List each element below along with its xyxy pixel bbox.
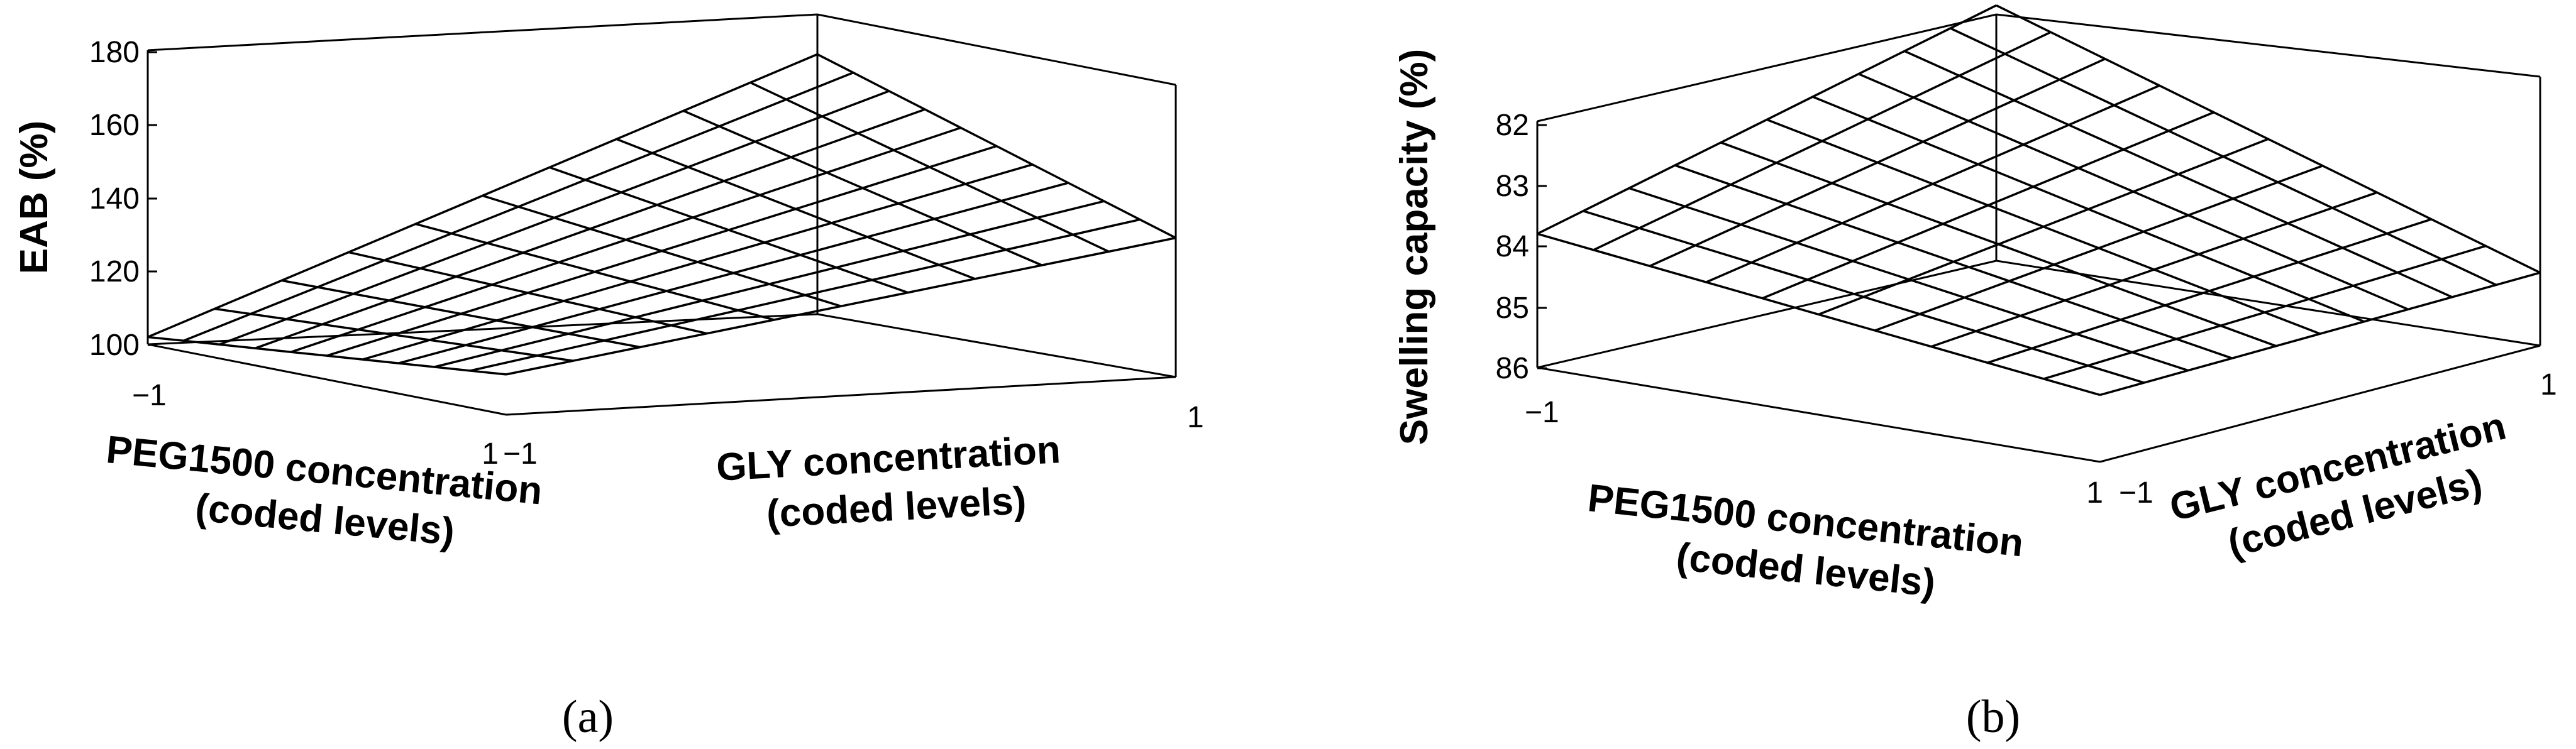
- panel-b-mesh-line-y-10: [2099, 271, 2541, 396]
- svg-text:PEG1500 concentration: PEG1500 concentration (coded levels): [1581, 476, 2037, 615]
- panel-b-z-ticks: 82 83 84 85 86: [1496, 109, 1547, 385]
- panel-a-x-tick-max: 1: [482, 437, 499, 471]
- panel-a-mesh-line-x-6: [549, 166, 909, 294]
- panel-b-mesh-line-y-5: [1818, 138, 2269, 316]
- panel-a-caption: (a): [562, 691, 614, 743]
- panel-b-mesh-line-y-7: [1930, 191, 2378, 348]
- panel-a-y-tick-min: −1: [503, 437, 538, 471]
- panel-a: 100 120 140 160 180 −1 1 −1 1 EAB (%) PE…: [13, 13, 1204, 743]
- panel-a-mesh-line-x-10: [817, 53, 1176, 239]
- panel-b-surface-mesh: [1537, 4, 2541, 396]
- panel-a-mesh-line-x-9: [749, 81, 1110, 253]
- panel-a-surface-mesh: [147, 53, 1176, 376]
- panel-a-mesh-line-y-10: [506, 236, 1176, 376]
- panel-b-mesh-line-x-6: [1812, 96, 2365, 323]
- panel-a-mesh-line-y-9: [470, 218, 1141, 372]
- panel-b-y-tick-max: 1: [2540, 368, 2557, 402]
- panel-b-mesh-line-x-10: [1996, 4, 2541, 274]
- panel-b-frame: [1536, 13, 2541, 463]
- panel-a-z-tick-1: 120: [89, 255, 140, 288]
- panel-a-mesh-line-x-7: [616, 138, 976, 280]
- panel-a-frame: [146, 13, 1177, 416]
- panel-b-mesh-line-y-9: [2043, 244, 2487, 380]
- panel-a-mesh-line-y-7: [398, 182, 1069, 364]
- panel-b-z-tick-0: 82: [1496, 109, 1529, 142]
- panel-b-z-tick-1: 83: [1496, 170, 1529, 203]
- panel-b-mesh-line-x-9: [1950, 27, 2497, 286]
- panel-a-mesh-line-y-6: [362, 163, 1033, 361]
- panel-a-y-tick-max: 1: [1187, 401, 1204, 434]
- panel-b-z-tick-3: 85: [1496, 292, 1529, 325]
- panel-b-mesh-line-x-8: [1904, 50, 2453, 298]
- panel-a-mesh-line-x-8: [683, 109, 1042, 266]
- panel-a-x-tick-min: −1: [132, 379, 167, 412]
- panel-a-z-axis-label: EAB (%): [13, 121, 56, 275]
- panel-a-z-tick-0: 100: [89, 329, 140, 362]
- panel-b-caption: (b): [1966, 691, 2020, 743]
- panel-a-mesh-line-y-5: [326, 145, 997, 357]
- panel-b: 82 83 84 85 86 −1 1 −1 1 Swelling capaci…: [1393, 4, 2557, 743]
- panel-a-z-tick-3: 160: [89, 109, 140, 142]
- panel-a-y-label-line-2: (coded levels): [765, 479, 1027, 536]
- panel-a-mesh-line-y-8: [434, 200, 1105, 368]
- svg-text:GLY concentration (cod: GLY concentration (coded levels): [2165, 402, 2533, 577]
- panel-a-z-tick-4: 180: [89, 36, 140, 69]
- panel-b-x-tick-max: 1: [2086, 476, 2103, 510]
- panel-a-y-axis-label: GLY concentration (coded levels): [716, 427, 1075, 538]
- panel-b-z-tick-4: 86: [1496, 352, 1529, 385]
- panel-b-mesh-line-y-8: [1987, 218, 2432, 364]
- svg-text:GLY concentration (cod: GLY concentration (coded levels): [716, 427, 1075, 538]
- panel-b-x-axis-label: PEG1500 concentration (coded levels): [1581, 476, 2037, 615]
- panel-b-x-tick-min: −1: [1525, 396, 1559, 429]
- panel-b-mesh-line-x-7: [1858, 73, 2409, 310]
- panel-b-y-tick-min: −1: [2119, 476, 2153, 510]
- panel-a-z-tick-2: 140: [89, 182, 140, 216]
- panel-b-mesh-line-y-0: [1537, 4, 1997, 235]
- panel-b-y-axis-label: GLY concentration (coded levels): [2165, 402, 2533, 577]
- panel-b-z-axis-label: Swelling capacity (%): [1393, 49, 1436, 446]
- panel-b-mesh-line-y-6: [1874, 165, 2323, 332]
- panel-a-z-ticks: 100 120 140 160 180: [89, 36, 157, 362]
- panel-b-z-tick-2: 84: [1496, 230, 1529, 263]
